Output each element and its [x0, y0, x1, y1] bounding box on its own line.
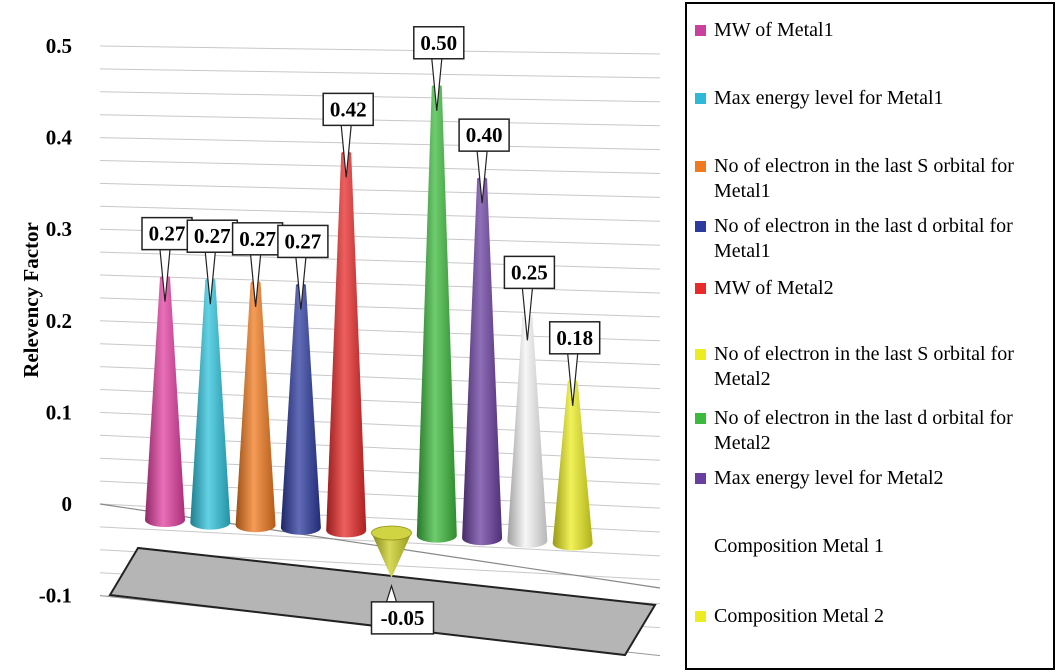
- y-tick-label: 0.2: [46, 309, 72, 333]
- data-label: 0.27: [186, 219, 239, 305]
- legend-swatch: [695, 413, 706, 424]
- cone-body: [416, 86, 457, 543]
- chart-plot-area: 0.5 0.4 0.3 0.2 0.1 0 -0.1 Relevency Factor 0.…: [19, 26, 661, 657]
- cone-bar: [280, 283, 321, 535]
- data-label-text: 0.42: [330, 97, 367, 121]
- legend-label: Composition Metal 1: [714, 535, 884, 557]
- y-tick-label: 0.5: [46, 34, 72, 58]
- legend-label: Max energy level for Metal1: [714, 87, 944, 109]
- legend-label: MW of Metal2: [714, 277, 834, 299]
- cone-bar: [371, 525, 412, 578]
- data-label-text: 0.27: [239, 227, 276, 251]
- legend-label: No of electron in the last S orbital for…: [714, 343, 1014, 390]
- chart-legend: MW of Metal1 Max energy level for Metal1 N…: [685, 2, 1055, 670]
- cone-body: [280, 285, 321, 535]
- data-label-text: -0.05: [381, 606, 425, 630]
- cone-body: [326, 153, 367, 538]
- data-label: 0.27: [141, 216, 193, 302]
- legend-label: No of electron in the last d orbital for…: [714, 215, 1013, 262]
- cone-series: [145, 84, 593, 578]
- legend-swatch: [695, 283, 706, 294]
- data-label-text: 0.50: [420, 31, 457, 55]
- data-label-text: 0.18: [556, 326, 593, 350]
- legend-label: No of electron in the last d orbital for…: [714, 407, 1013, 454]
- data-label-text: 0.27: [194, 224, 231, 248]
- cone-body: [371, 533, 412, 578]
- cone-body: [462, 179, 503, 546]
- legend-swatch: [695, 349, 706, 360]
- legend-swatch: [695, 221, 706, 232]
- y-tick-label: 0.1: [46, 400, 72, 424]
- cone-body: [507, 316, 548, 548]
- cone-body: [145, 277, 185, 527]
- y-tick-label: 0: [62, 492, 73, 516]
- legend-swatch: [695, 93, 706, 104]
- y-tick-label: 0.3: [46, 217, 72, 241]
- cone-bar: [235, 280, 276, 533]
- legend-swatch: [695, 611, 706, 622]
- legend-swatch: [695, 161, 706, 172]
- legend-label: MW of Metal1: [714, 19, 834, 41]
- cone-bar: [190, 278, 231, 530]
- data-label: 0.18: [548, 321, 601, 406]
- data-label-text: 0.27: [285, 229, 322, 253]
- y-axis-label: Relevency Factor: [19, 222, 43, 378]
- data-label: 0.27: [277, 224, 329, 310]
- cone-chart: 0.5 0.4 0.3 0.2 0.1 0 -0.1 Relevency Factor 0.…: [19, 26, 661, 657]
- legend-label: Max energy level for Metal2: [714, 467, 944, 489]
- y-axis-ticks: 0.5 0.4 0.3 0.2 0.1 0 -0.1: [39, 34, 73, 608]
- cone-bar: [145, 275, 185, 527]
- legend-swatch: [695, 25, 706, 36]
- y-tick-label: -0.1: [39, 584, 72, 608]
- data-label-text: 0.27: [149, 222, 186, 246]
- cone-bar: [326, 151, 367, 538]
- data-label: 0.42: [322, 92, 374, 178]
- data-label: 0.27: [231, 222, 284, 307]
- y-tick-label: 0.4: [46, 126, 73, 150]
- data-labels: 0.27 0.27 0.27 0.27 0.42 -0.05 0.50 0.40 0.25 0.1…: [141, 26, 601, 635]
- data-label: 0.40: [458, 118, 510, 204]
- data-label: 0.50: [413, 26, 465, 111]
- cone-body: [190, 280, 231, 530]
- cone-body: [552, 381, 593, 551]
- cone-body: [235, 282, 276, 533]
- legend-label: No of electron in the last S orbital for…: [714, 155, 1014, 202]
- legend-swatch: [695, 473, 706, 484]
- data-label-text: 0.25: [511, 260, 548, 284]
- legend-label: Composition Metal 2: [714, 605, 884, 627]
- cone-bar: [416, 84, 457, 543]
- data-label: -0.05: [370, 583, 435, 635]
- cone-bar: [462, 177, 503, 546]
- data-label: 0.25: [503, 255, 556, 341]
- data-label-text: 0.40: [466, 123, 503, 147]
- cone-top: [371, 525, 412, 541]
